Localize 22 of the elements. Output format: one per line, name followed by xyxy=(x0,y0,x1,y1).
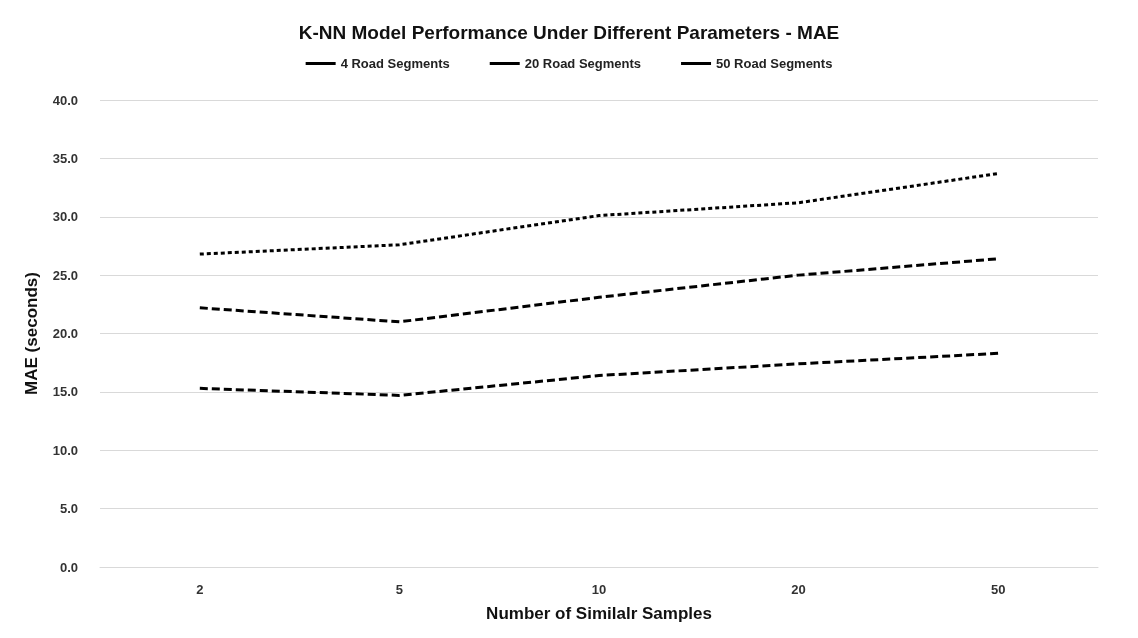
x-axis-title: Number of Similalr Samples xyxy=(486,604,712,623)
x-tick-label: 50 xyxy=(990,582,1006,597)
y-tick-label: 35.0 xyxy=(52,150,78,166)
legend-label: 20 Road Segments xyxy=(524,56,642,71)
y-tick-label: 10.0 xyxy=(52,442,78,458)
y-tick-label: 40.0 xyxy=(52,92,78,108)
y-tick-label: 0.0 xyxy=(59,559,78,575)
chart-title: K-NN Model Performance Under Different Parameters - MAE xyxy=(298,22,840,43)
y-axis-title: MAE (seconds) xyxy=(22,272,41,395)
x-tick-label: 2 xyxy=(196,582,204,597)
y-tick-label: 5.0 xyxy=(59,501,78,517)
x-tick-label: 5 xyxy=(395,582,404,597)
x-tick-label: 10 xyxy=(591,582,607,597)
y-tick-label: 30.0 xyxy=(52,209,78,225)
y-tick-label: 15.0 xyxy=(52,384,78,400)
line-series xyxy=(198,172,1000,256)
x-tick-label: 20 xyxy=(791,582,806,597)
y-tick-label: 20.0 xyxy=(52,326,78,341)
y-tick-label: 25.0 xyxy=(52,267,78,283)
line-series xyxy=(198,351,1000,397)
legend-label: 4 Road Segments xyxy=(340,56,450,71)
legend-label: 50 Road Segments xyxy=(716,56,833,71)
